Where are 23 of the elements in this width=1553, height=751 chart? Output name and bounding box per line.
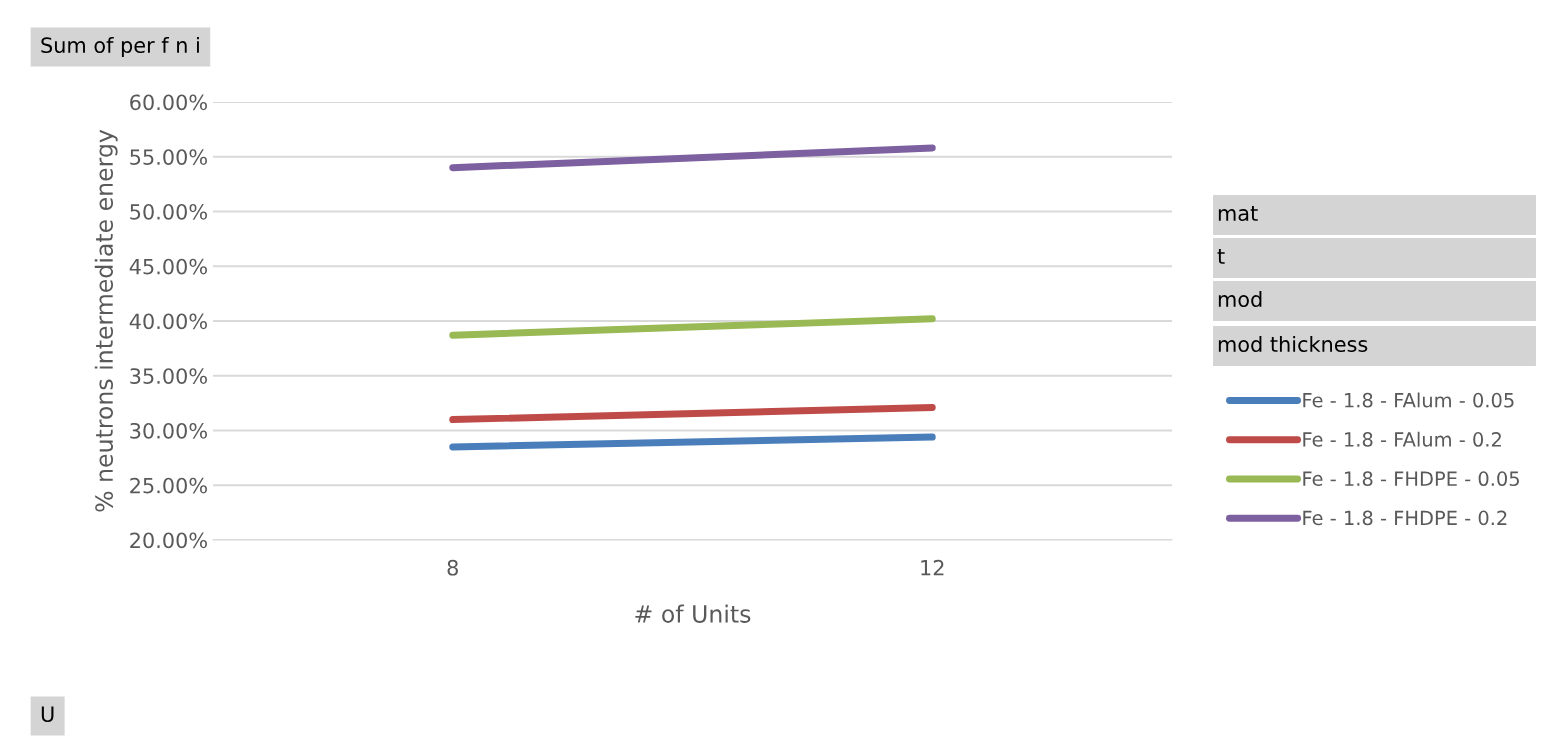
text: Sum of per f n i [41,36,199,58]
text: mod thickness [1218,335,1368,353]
y-tick-label: 55.00% [130,149,207,165]
text: mod [1218,290,1262,308]
x-axis-title: # of Units [635,604,751,623]
y-tick-label: 35.00% [130,368,207,384]
y-tick-label: 20.00% [130,532,207,549]
x-tick-label: 8 [447,559,458,576]
y-tick-label: 30.00% [130,422,207,439]
y-axis-title: % neutrons intermediate energy [94,129,118,512]
legend-label: Fe - 1.8 - FHDPE - 0.05 [1303,471,1519,487]
legend-label: Fe - 1.8 - FAlum - 0.2 [1303,431,1501,447]
y-tick-label: 50.00% [130,203,207,220]
text: mat [1218,206,1258,222]
x-tick-label: 12 [921,559,944,576]
y-tick-label: 40.00% [129,313,207,330]
text: t [1217,249,1225,264]
legend-label: Fe - 1.8 - FHDPE - 0.2 [1303,510,1507,526]
y-tick-label: 60.00% [130,94,207,111]
y-tick-label: 25.00% [130,477,207,494]
legend-label: Fe - 1.8 - FAlum - 0.05 [1303,392,1514,408]
text: U [41,706,54,723]
y-tick-label: 45.00% [129,258,207,275]
